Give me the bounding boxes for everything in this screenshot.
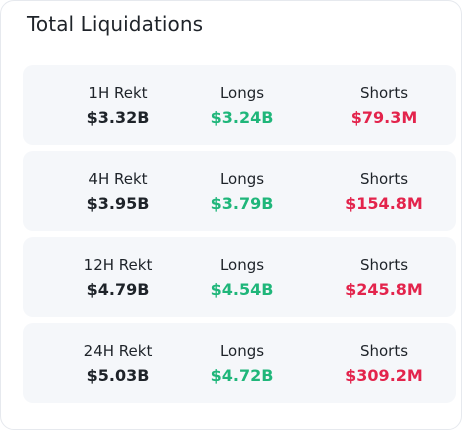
longs-label: Longs [219, 256, 265, 274]
longs-cell: Longs $3.24B [177, 65, 307, 145]
longs-value: $4.72B [210, 366, 274, 385]
total-value: $5.03B [86, 366, 150, 385]
shorts-label: Shorts [359, 84, 409, 102]
period-label: 24H Rekt [83, 342, 153, 360]
liquidation-row-1h: 1H Rekt $3.32B Longs $3.24B Shorts $79.3… [23, 65, 456, 145]
total-cell: 12H Rekt $4.79B [53, 237, 183, 317]
longs-cell: Longs $3.79B [177, 151, 307, 231]
shorts-cell: Shorts $309.2M [319, 323, 449, 403]
shorts-value: $79.3M [350, 108, 418, 127]
longs-value: $3.24B [210, 108, 274, 127]
shorts-label: Shorts [359, 342, 409, 360]
shorts-label: Shorts [359, 256, 409, 274]
period-label: 12H Rekt [83, 256, 153, 274]
total-value: $4.79B [86, 280, 150, 299]
total-cell: 1H Rekt $3.32B [53, 65, 183, 145]
shorts-cell: Shorts $79.3M [319, 65, 449, 145]
shorts-value: $154.8M [345, 194, 423, 213]
longs-label: Longs [219, 342, 265, 360]
total-value: $3.95B [86, 194, 150, 213]
total-value: $3.32B [86, 108, 150, 127]
longs-label: Longs [219, 84, 265, 102]
total-cell: 24H Rekt $5.03B [53, 323, 183, 403]
longs-cell: Longs $4.54B [177, 237, 307, 317]
shorts-value: $245.8M [345, 280, 423, 299]
panel-title: Total Liquidations [27, 12, 204, 36]
period-label: 4H Rekt [88, 170, 148, 188]
shorts-label: Shorts [359, 170, 409, 188]
liquidation-row-4h: 4H Rekt $3.95B Longs $3.79B Shorts $154.… [23, 151, 456, 231]
period-label: 1H Rekt [88, 84, 148, 102]
longs-value: $3.79B [210, 194, 274, 213]
liquidation-rows: 1H Rekt $3.32B Longs $3.24B Shorts $79.3… [23, 65, 456, 409]
shorts-cell: Shorts $154.8M [319, 151, 449, 231]
shorts-value: $309.2M [345, 366, 423, 385]
liquidation-row-24h: 24H Rekt $5.03B Longs $4.72B Shorts $309… [23, 323, 456, 403]
total-cell: 4H Rekt $3.95B [53, 151, 183, 231]
liquidation-row-12h: 12H Rekt $4.79B Longs $4.54B Shorts $245… [23, 237, 456, 317]
shorts-cell: Shorts $245.8M [319, 237, 449, 317]
longs-cell: Longs $4.72B [177, 323, 307, 403]
longs-value: $4.54B [210, 280, 274, 299]
longs-label: Longs [219, 170, 265, 188]
